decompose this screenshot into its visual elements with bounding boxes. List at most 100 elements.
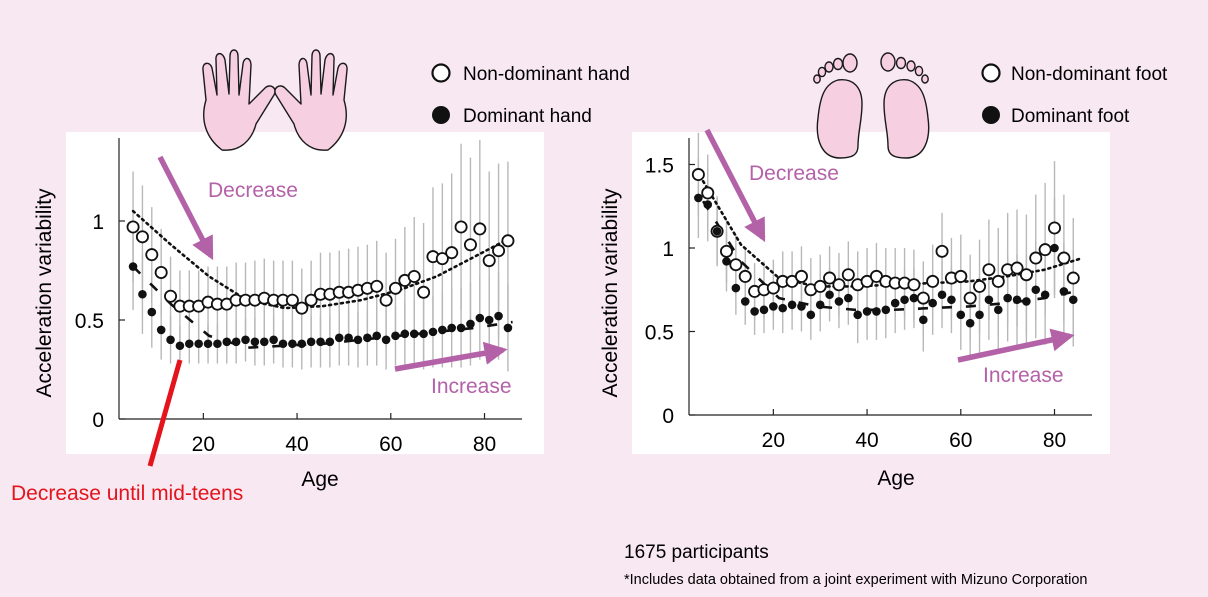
data-point-open [823, 271, 837, 285]
y-axis-label-feet: Acceleration variability [599, 188, 622, 397]
decrease-arrow-hands [157, 155, 214, 261]
data-point-filled [881, 305, 891, 315]
data-point-filled [909, 293, 919, 303]
legend-hands: Non-dominant hand Dominant hand [431, 63, 630, 127]
data-point-open [407, 269, 421, 283]
data-point-filled [900, 295, 909, 305]
data-point-filled [703, 200, 713, 209]
data-point-filled [334, 333, 344, 343]
data-point-open [473, 222, 487, 236]
data-point-filled [1003, 293, 1012, 303]
data-point-filled [947, 295, 956, 305]
data-point-open [370, 279, 384, 293]
data-point-open [832, 278, 846, 292]
data-point-filled [231, 337, 241, 347]
data-point-filled [447, 323, 457, 333]
participants-count: 1675 participants [624, 542, 769, 563]
data-point-filled [363, 333, 372, 343]
legend-marker-open [431, 63, 451, 83]
mid-teens-line [147, 359, 183, 467]
data-point-filled [288, 339, 297, 349]
feet-icon [813, 52, 930, 159]
decrease-arrow-feet [704, 128, 766, 243]
data-point-filled [993, 305, 1003, 315]
data-point-open [1057, 251, 1071, 265]
data-point-open [729, 258, 743, 272]
legend-label-non-dominant-foot: Non-dominant foot [1011, 64, 1168, 85]
data-point-open [304, 293, 318, 307]
data-point-open [379, 293, 393, 307]
data-point-open [388, 281, 402, 295]
y-tick-label: 0 [92, 409, 104, 432]
data-point-filled [316, 337, 325, 347]
data-point-filled [862, 307, 872, 316]
data-point-open [1066, 271, 1080, 285]
x-tick-label: 60 [379, 433, 402, 456]
data-point-filled [213, 339, 222, 349]
data-point-filled [325, 337, 335, 347]
data-point-filled [806, 310, 816, 320]
data-point-filled [203, 339, 213, 349]
data-point-open [701, 186, 715, 200]
data-point-filled [175, 341, 185, 351]
data-point-filled [975, 310, 984, 320]
increase-label-feet: Increase [983, 364, 1064, 387]
data-point-open [916, 291, 930, 305]
plot-area-hands: 20 40 60 80 0 0.5 1 [75, 138, 522, 456]
trend-line [131, 209, 514, 310]
data-point-open [794, 269, 808, 283]
data-point-open [1010, 261, 1024, 275]
data-point-filled [965, 318, 975, 328]
y-tick-label: 1.5 [645, 155, 674, 178]
data-point-filled [825, 290, 834, 300]
legend-marker-filled [432, 106, 450, 124]
data-point-open [445, 246, 459, 260]
data-point-open [954, 269, 968, 283]
data-point-filled [475, 313, 485, 323]
data-point-filled [297, 339, 307, 349]
x-tick-label: 60 [949, 429, 972, 452]
legend-label-non-dominant-hand: Non-dominant hand [463, 64, 630, 85]
data-point-filled [138, 289, 147, 299]
data-point-filled [484, 315, 494, 325]
data-point-filled [815, 300, 825, 310]
data-point-open [813, 279, 827, 293]
data-point-filled [344, 333, 353, 343]
data-point-filled [400, 329, 410, 339]
legend-label-dominant-foot: Dominant foot [1011, 106, 1130, 127]
y-tick-label: 1 [92, 211, 104, 234]
data-point-filled [984, 295, 994, 305]
decrease-label-hands: Decrease [208, 179, 298, 202]
data-point-filled [306, 337, 316, 347]
data-point-filled [1050, 243, 1059, 253]
footnote: *Includes data obtained from a joint exp… [624, 572, 1087, 588]
data-point-filled [409, 329, 419, 339]
data-point-open [973, 279, 987, 293]
data-point-filled [1068, 295, 1078, 305]
data-point-filled [890, 298, 900, 308]
increase-arrow-hands [394, 341, 508, 372]
increase-label-hands: Increase [431, 375, 512, 398]
legend-marker-filled [982, 106, 1000, 124]
data-point-filled [956, 310, 966, 320]
data-point-open [164, 289, 178, 303]
legend-feet: Non-dominant foot Dominant foot [981, 63, 1168, 127]
data-point-filled [750, 307, 759, 316]
data-point-open [982, 263, 996, 277]
plot-background-hands [66, 132, 544, 454]
data-point-filled [853, 310, 862, 320]
data-point-filled [731, 283, 741, 293]
y-tick-label: 0.5 [75, 310, 104, 333]
y-tick-label: 1 [662, 238, 674, 261]
data-point-open [1038, 243, 1052, 257]
increase-arrow-feet [957, 328, 1075, 363]
data-point-open [738, 269, 752, 283]
data-point-filled [1059, 287, 1069, 296]
y-tick-label: 0.5 [645, 322, 674, 345]
data-point-open [691, 168, 705, 182]
legend-marker-open [981, 63, 1001, 83]
data-point-filled [694, 193, 703, 203]
data-point-filled [269, 335, 278, 345]
data-point-filled [740, 297, 750, 306]
